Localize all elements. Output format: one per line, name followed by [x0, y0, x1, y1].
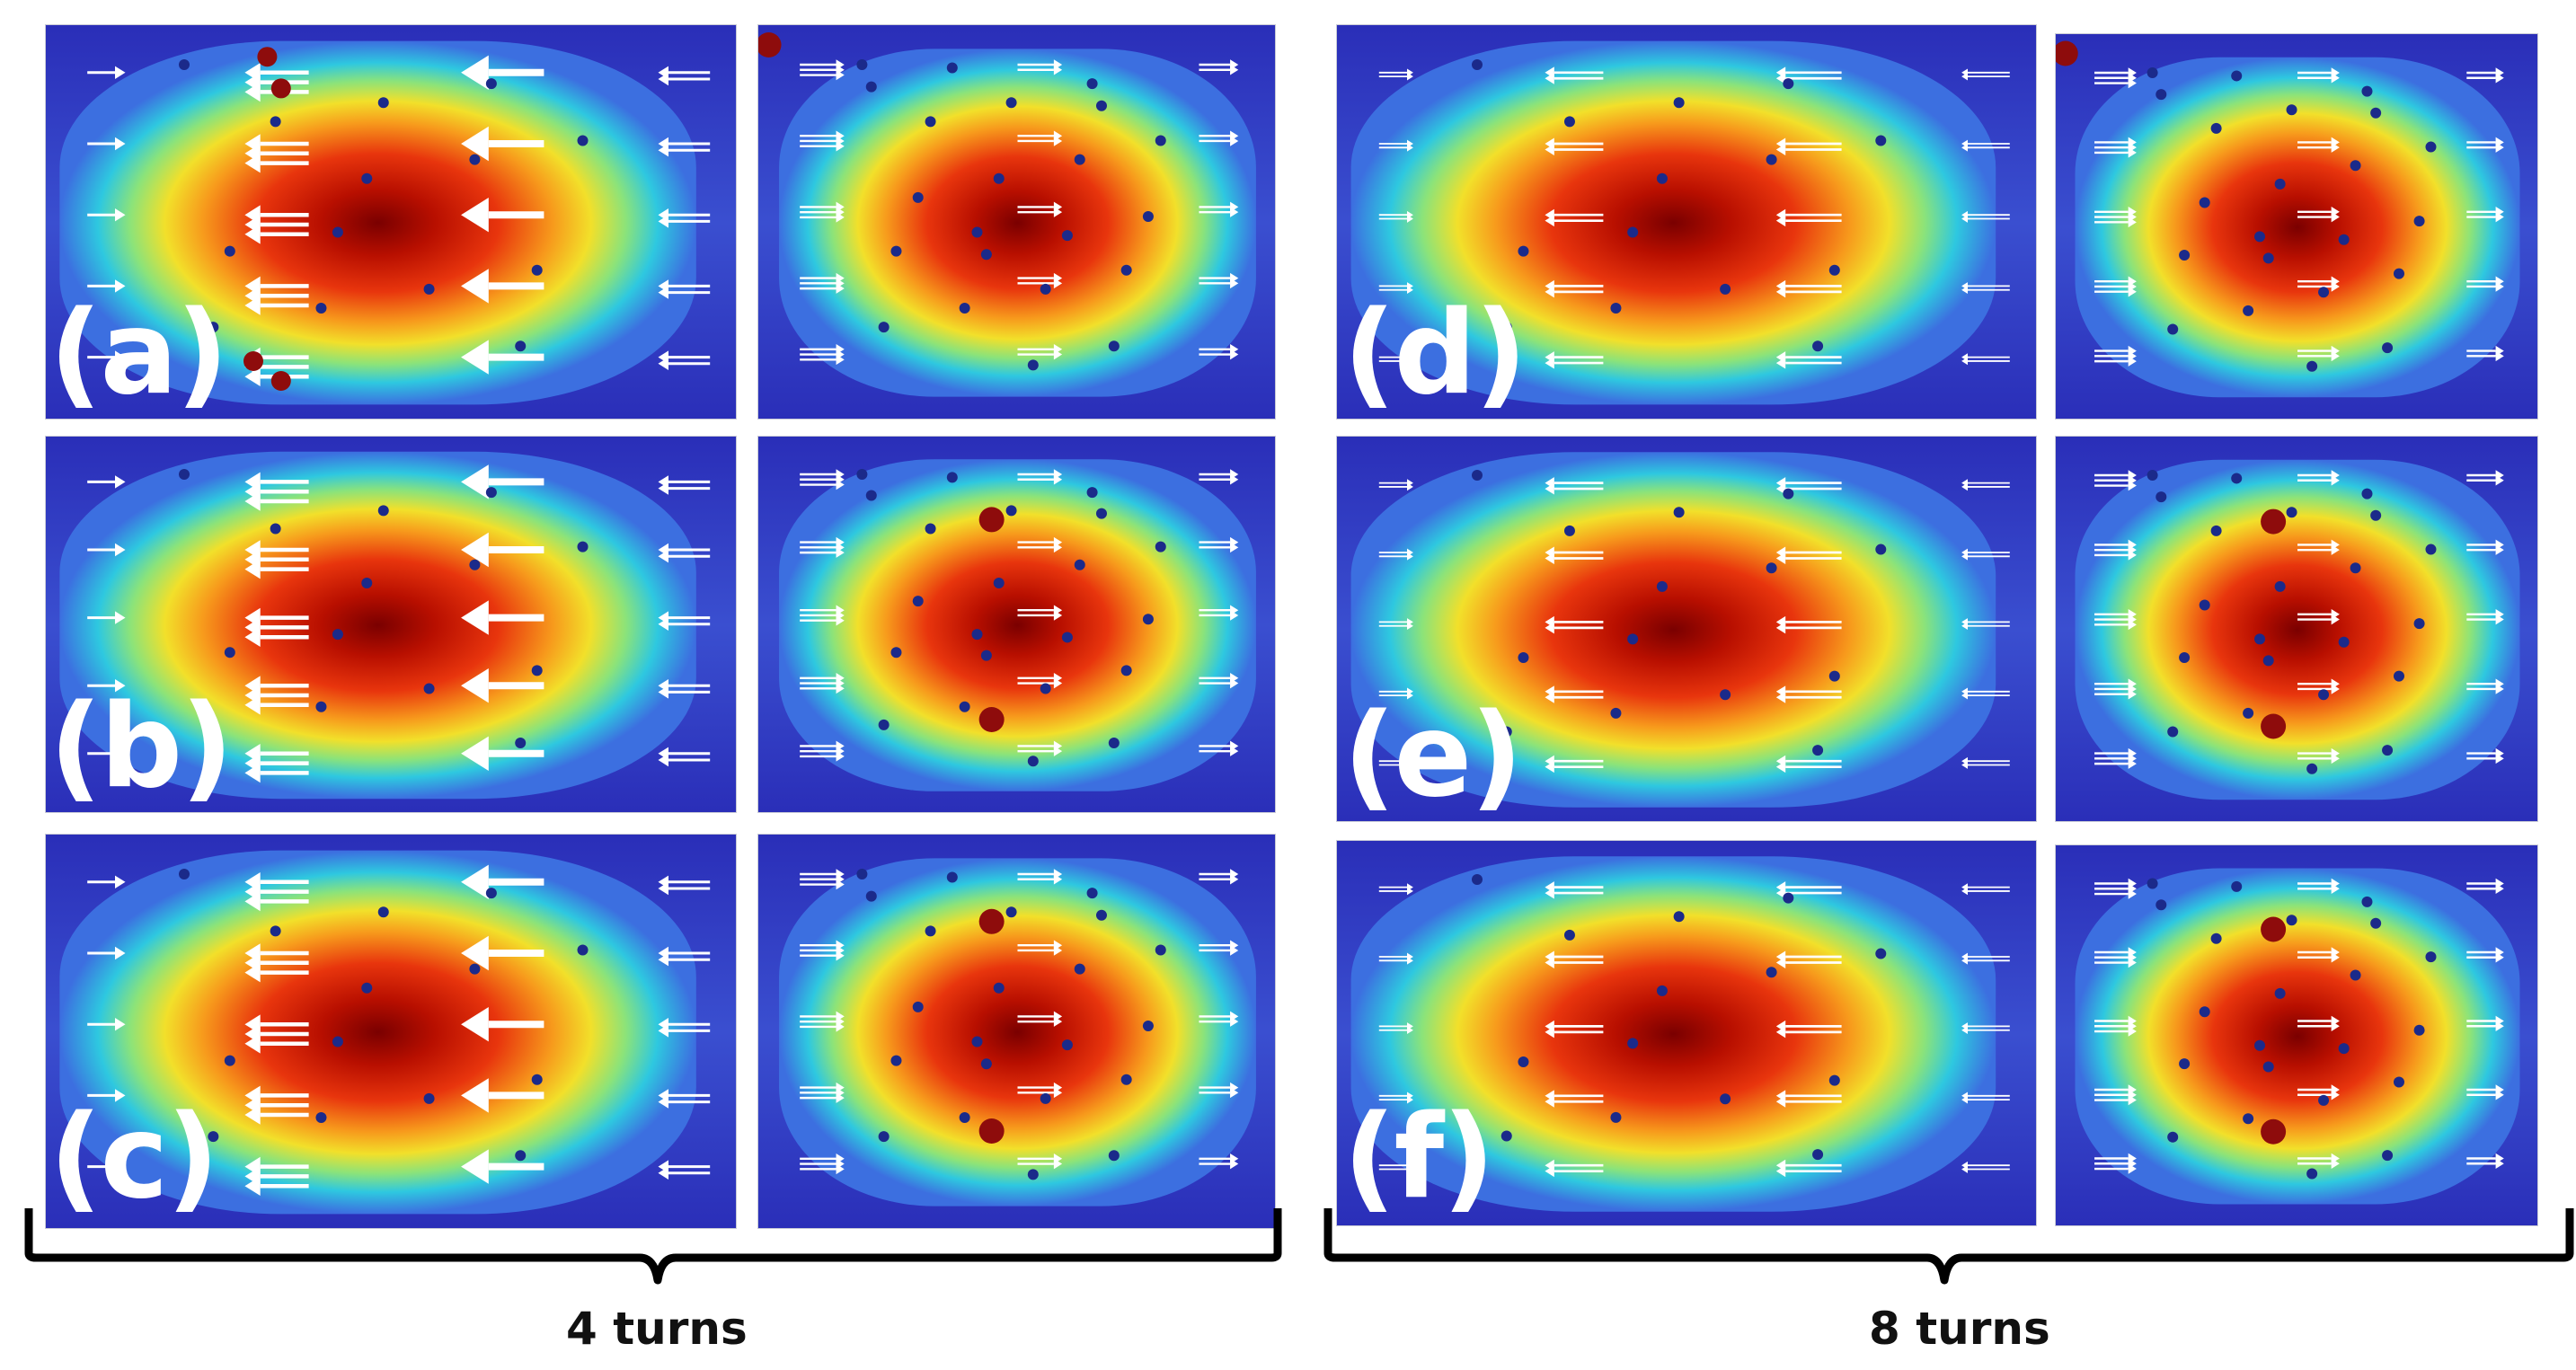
- panel-c-main: [45, 834, 737, 1229]
- panel-a-main: [45, 24, 737, 420]
- panel-e-side: [2055, 436, 2538, 822]
- panel-b-main: [45, 436, 737, 813]
- panel-c-side: [757, 834, 1276, 1229]
- label-c: (c): [49, 1091, 219, 1224]
- brace-4-turns: [24, 1208, 1282, 1285]
- panel-d-side: [2055, 33, 2538, 420]
- panel-f-side: [2055, 844, 2538, 1226]
- label-a: (a): [49, 287, 228, 420]
- label-b: (b): [49, 680, 234, 814]
- group-label-8-turns: 8 turns: [1869, 1303, 2050, 1355]
- panel-a-side: [757, 24, 1276, 420]
- label-f: (f): [1343, 1091, 1495, 1224]
- label-d: (d): [1343, 287, 1527, 420]
- panel-e-main: [1336, 436, 2037, 822]
- panel-f-main: [1336, 840, 2037, 1226]
- label-e: (e): [1343, 689, 1523, 823]
- panel-b-side: [757, 436, 1276, 813]
- panel-d-main: [1336, 24, 2037, 420]
- group-label-4-turns: 4 turns: [566, 1303, 748, 1355]
- brace-8-turns: [1323, 1208, 2574, 1285]
